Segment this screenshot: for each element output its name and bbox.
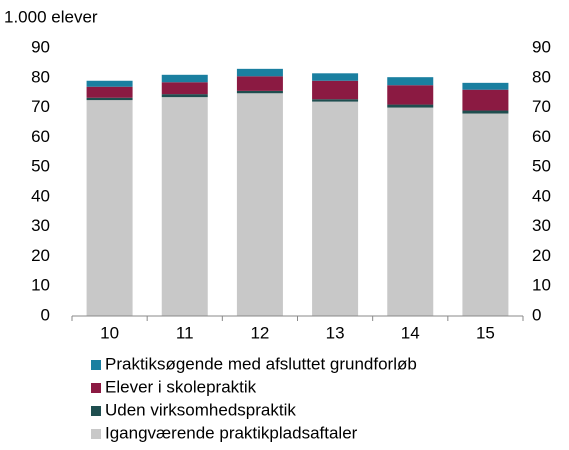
legend-label: Uden virksomhedspraktik xyxy=(105,400,296,419)
bar-segment xyxy=(236,93,283,316)
y-tick-label: 70 xyxy=(31,97,50,116)
bar-segment xyxy=(387,77,434,86)
bar-segment xyxy=(462,110,509,114)
legend-swatch xyxy=(91,429,101,439)
bar-segment xyxy=(86,97,133,101)
bar-segment xyxy=(462,89,509,111)
y-tick-label: 50 xyxy=(31,157,50,176)
bar-segment xyxy=(86,80,133,87)
bar-segment xyxy=(236,90,283,94)
y-tick-label: 10 xyxy=(31,276,50,295)
legend-swatch xyxy=(91,406,101,416)
bar-segment xyxy=(161,94,208,98)
x-tick-label: 11 xyxy=(176,323,194,342)
x-tick-label: 13 xyxy=(326,323,345,342)
y2-tick-label: 80 xyxy=(532,67,551,86)
y2-tick-label: 30 xyxy=(532,216,551,235)
y2-tick-label: 50 xyxy=(532,157,551,176)
legend-label: Elever i skolepraktik xyxy=(105,377,257,396)
legend-label: Igangværende praktikpladsaftaler xyxy=(105,423,358,442)
axis-unit-label: 1.000 elever xyxy=(4,7,98,26)
bar-segment xyxy=(312,99,359,102)
bar-segment xyxy=(387,85,434,105)
bar-segment xyxy=(312,101,359,316)
legend-swatch xyxy=(91,383,101,393)
x-tick-label: 14 xyxy=(401,323,420,342)
y2-tick-label: 70 xyxy=(532,97,551,116)
x-tick-label: 10 xyxy=(100,323,119,342)
y-tick-label: 80 xyxy=(31,67,50,86)
bar-segment xyxy=(312,73,359,81)
y-tick-label: 40 xyxy=(31,186,50,205)
bar-segment xyxy=(86,86,133,98)
y-tick-label: 20 xyxy=(31,246,50,265)
y2-tick-label: 0 xyxy=(532,305,541,324)
y-tick-label: 0 xyxy=(41,305,50,324)
bar-segment xyxy=(161,97,208,316)
bar-segment xyxy=(462,113,509,316)
bar-segment xyxy=(236,68,283,77)
y2-tick-label: 60 xyxy=(532,127,551,146)
legend-label: Praktiksøgende med afsluttet grundforløb xyxy=(105,354,417,373)
y2-tick-label: 10 xyxy=(532,276,551,295)
x-tick-label: 12 xyxy=(250,323,269,342)
x-tick-label: 15 xyxy=(476,323,495,342)
bar-segment xyxy=(462,82,509,90)
y2-tick-label: 40 xyxy=(532,186,551,205)
y-tick-label: 90 xyxy=(31,37,50,56)
bar-segment xyxy=(387,104,434,108)
y-tick-label: 60 xyxy=(31,127,50,146)
y-tick-label: 30 xyxy=(31,216,50,235)
bar-segment xyxy=(161,74,208,83)
y2-tick-label: 20 xyxy=(532,246,551,265)
legend-swatch xyxy=(91,360,101,370)
bar-segment xyxy=(86,100,133,316)
bar-segment xyxy=(236,76,283,91)
y2-tick-label: 90 xyxy=(532,37,551,56)
bar-segment xyxy=(312,80,359,100)
bar-segment xyxy=(161,82,208,95)
bar-segment xyxy=(387,107,434,316)
